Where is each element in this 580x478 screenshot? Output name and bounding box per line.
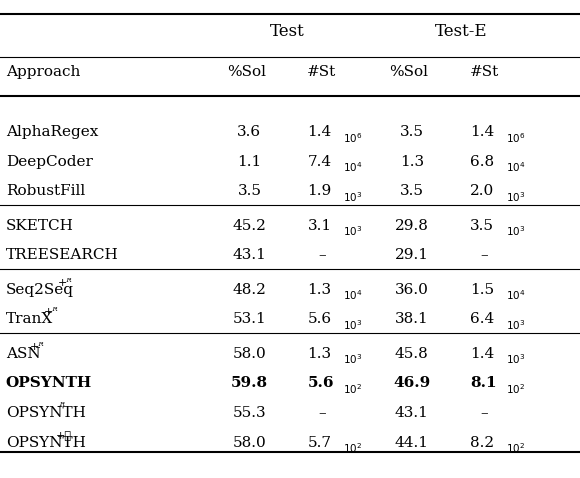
Text: $10^{3}$: $10^{3}$ (343, 190, 362, 204)
Text: 6.8: 6.8 (470, 155, 494, 169)
Text: 5.6: 5.6 (307, 377, 334, 391)
Text: 6.4: 6.4 (470, 313, 494, 326)
Text: 29.1: 29.1 (395, 249, 429, 262)
Text: 38.1: 38.1 (395, 313, 429, 326)
Text: 1.4: 1.4 (470, 347, 494, 361)
Text: OPSYNTH: OPSYNTH (6, 406, 86, 420)
Text: RobustFill: RobustFill (6, 185, 85, 198)
Text: $10^{4}$: $10^{4}$ (343, 161, 363, 174)
Text: 3.5: 3.5 (470, 219, 494, 233)
Text: 1.4: 1.4 (470, 125, 494, 139)
Text: 5.6: 5.6 (307, 313, 332, 326)
Text: –: – (318, 406, 326, 420)
Text: $10^{3}$: $10^{3}$ (506, 353, 525, 367)
Text: %Sol: %Sol (227, 65, 266, 79)
Text: 1.3: 1.3 (400, 155, 424, 169)
Text: 3.5: 3.5 (237, 185, 262, 198)
Text: $10^{3}$: $10^{3}$ (506, 190, 525, 204)
Text: Seq2Seq: Seq2Seq (6, 283, 74, 297)
Text: 59.8: 59.8 (231, 377, 268, 391)
Text: Test: Test (270, 22, 304, 40)
Text: 58.0: 58.0 (233, 347, 266, 361)
Text: 53.1: 53.1 (233, 313, 266, 326)
Text: 3.1: 3.1 (307, 219, 332, 233)
Text: 7.4: 7.4 (307, 155, 332, 169)
Text: +ᴿ: +ᴿ (44, 307, 58, 317)
Text: 58.0: 58.0 (233, 436, 266, 450)
Text: 43.1: 43.1 (395, 406, 429, 420)
Text: 5.7: 5.7 (307, 436, 331, 450)
Text: OPSYNTH: OPSYNTH (6, 436, 86, 450)
Text: 1.9: 1.9 (307, 185, 332, 198)
Text: $10^{3}$: $10^{3}$ (506, 318, 525, 332)
Text: $10^{3}$: $10^{3}$ (343, 225, 362, 239)
Text: $10^{2}$: $10^{2}$ (343, 442, 362, 456)
Text: 43.1: 43.1 (233, 249, 266, 262)
Text: $10^{2}$: $10^{2}$ (506, 382, 525, 396)
Text: 3.5: 3.5 (400, 185, 424, 198)
Text: 1.1: 1.1 (237, 155, 262, 169)
Text: $10^{2}$: $10^{2}$ (506, 442, 525, 456)
Text: $10^{3}$: $10^{3}$ (343, 353, 362, 367)
Text: 44.1: 44.1 (395, 436, 429, 450)
Text: 45.2: 45.2 (233, 219, 266, 233)
Text: 1.5: 1.5 (470, 283, 494, 297)
Text: 45.8: 45.8 (395, 347, 429, 361)
Text: OPSYNTH: OPSYNTH (6, 377, 92, 391)
Text: AlphaRegex: AlphaRegex (6, 125, 98, 139)
Text: $10^{4}$: $10^{4}$ (506, 289, 525, 303)
Text: –: – (480, 249, 488, 262)
Text: -ᴿ: -ᴿ (56, 401, 66, 411)
Text: $10^{3}$: $10^{3}$ (506, 225, 525, 239)
Text: $10^{4}$: $10^{4}$ (506, 161, 525, 174)
Text: 3.5: 3.5 (400, 125, 424, 139)
Text: 2.0: 2.0 (470, 185, 494, 198)
Text: Approach: Approach (6, 65, 80, 79)
Text: %Sol: %Sol (389, 65, 429, 79)
Text: Test-E: Test-E (435, 22, 487, 40)
Text: 29.8: 29.8 (395, 219, 429, 233)
Text: 1.4: 1.4 (307, 125, 332, 139)
Text: 36.0: 36.0 (395, 283, 429, 297)
Text: 46.9: 46.9 (393, 377, 430, 391)
Text: TranX: TranX (6, 313, 53, 326)
Text: 3.6: 3.6 (237, 125, 262, 139)
Text: 8.2: 8.2 (470, 436, 494, 450)
Text: +ᴿ: +ᴿ (57, 278, 72, 288)
Text: –: – (318, 249, 326, 262)
Text: $10^{4}$: $10^{4}$ (343, 289, 363, 303)
Text: $10^{2}$: $10^{2}$ (343, 382, 362, 396)
Text: 48.2: 48.2 (233, 283, 266, 297)
Text: +ᴿ: +ᴿ (30, 342, 44, 352)
Text: DeepCoder: DeepCoder (6, 155, 93, 169)
Text: 55.3: 55.3 (233, 406, 266, 420)
Text: 8.1: 8.1 (470, 377, 496, 391)
Text: TREESEARCH: TREESEARCH (6, 249, 118, 262)
Text: $10^{3}$: $10^{3}$ (343, 318, 362, 332)
Text: $10^{6}$: $10^{6}$ (343, 131, 363, 145)
Text: +ℛ: +ℛ (56, 431, 72, 441)
Text: SKETCH: SKETCH (6, 219, 74, 233)
Text: 1.3: 1.3 (307, 283, 332, 297)
Text: ASN: ASN (6, 347, 41, 361)
Text: 1.3: 1.3 (307, 347, 332, 361)
Text: $10^{6}$: $10^{6}$ (506, 131, 525, 145)
Text: –: – (480, 406, 488, 420)
Text: #St: #St (470, 65, 499, 79)
Text: #St: #St (307, 65, 336, 79)
